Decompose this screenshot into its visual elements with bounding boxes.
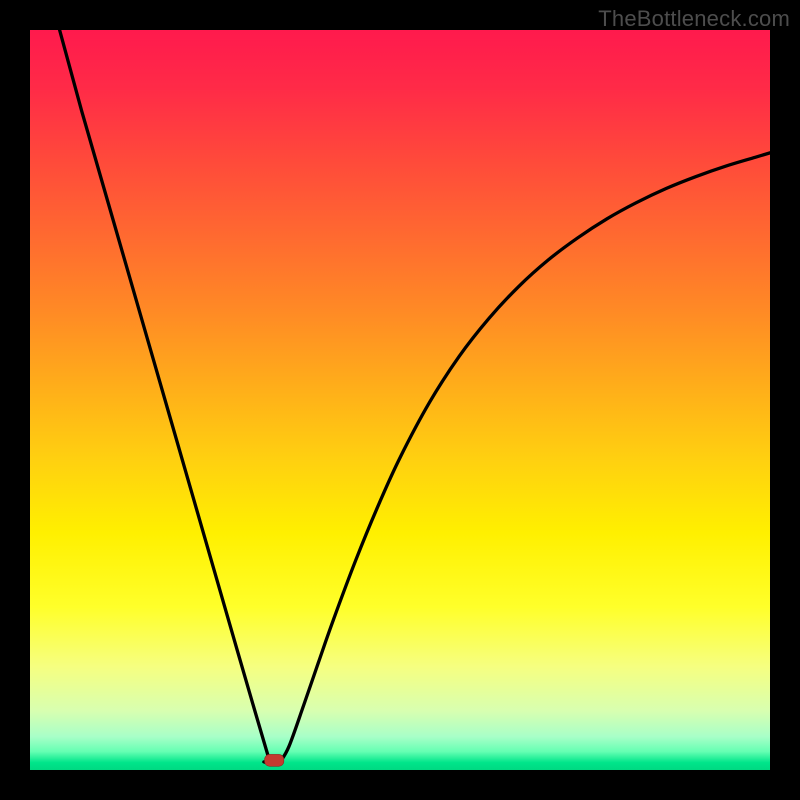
watermark-text: TheBottleneck.com bbox=[598, 6, 790, 32]
vertex-marker bbox=[265, 754, 284, 766]
plot-area bbox=[30, 30, 770, 770]
chart-frame: TheBottleneck.com bbox=[0, 0, 800, 800]
gradient-background bbox=[30, 30, 770, 770]
chart-svg bbox=[30, 30, 770, 770]
